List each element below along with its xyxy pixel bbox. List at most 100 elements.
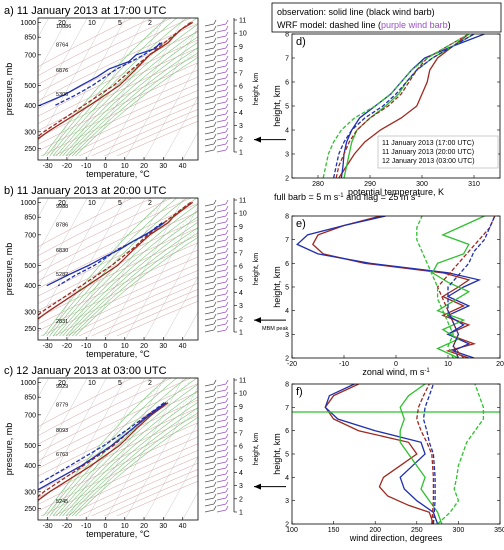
dry-adiabat [66,456,198,517]
dewpoint-model-line [57,222,163,287]
dry-adiabat [38,407,198,484]
profile-ytick-label: 4 [285,475,289,482]
dry-adiabat [53,90,198,157]
wind-barb-model [216,101,227,105]
skewt-title-text: 11 January 2013 at 17:00 UTC [17,5,167,17]
height-tick-label: 11 [239,18,246,25]
moist-adiabat [55,23,198,157]
profile-ylabel: height, km [272,266,282,308]
profile-panel-d: 2 3 4 5 6 7 8 280 290 300 310 d) height, km potential… [254,32,501,197]
wind-barb-model [216,215,227,219]
mixing-ratio-label: 10 [88,200,96,207]
wind-barb-model [216,149,227,153]
skewt-xlabel-text: temperature, [86,349,140,359]
pressure-tick-label: 300 [24,489,36,496]
wind-barb-model [225,319,229,325]
pressure-tick-label: 850 [24,35,36,42]
wind-barb-observed [204,323,215,327]
wind-barb-observed [204,41,215,45]
wind-barb-observed [204,263,215,267]
profile-ytick-label: 3 [285,332,289,339]
barb-note-text: full barb = 5 m s [274,192,339,202]
wind-barb-model [225,301,229,307]
wind-barb-observed [213,433,217,439]
wind-barb-model [225,55,229,61]
height-axis-label: height, km [253,253,260,285]
isotherm [38,18,69,73]
wind-barb-observed [213,385,217,391]
profile-xlabel-text: wind direction, degrees [349,533,443,543]
temperature-tick-label: 0 [104,343,108,350]
moist-adiabat [52,18,197,157]
wind-barb-model [216,89,227,93]
skewt-letter: a) [4,5,14,17]
profile-xtick-label: 250 [411,527,423,534]
wind-barb-observed [213,463,217,469]
wind-barb-observed [213,409,217,415]
temperature-tick-label: 0 [104,163,108,170]
height-tick-label: 4 [239,470,243,477]
dry-adiabat [91,109,198,157]
header-line1: observation: solid line (black wind barb… [277,7,435,17]
profile-xtick-label: -10 [339,361,349,368]
wind-barb-observed [213,487,217,493]
wind-barb-observed [213,97,217,103]
wind-barb-observed [204,437,215,441]
wind-barb-observed [204,455,215,459]
pressure-tick-label: 400 [24,103,36,110]
dry-adiabat [38,198,133,247]
mixing-ratio-label: 20 [58,380,66,387]
profile-xtick-label: 310 [468,181,480,188]
wind-barb-model [225,229,229,235]
height-tick-label: 3 [239,303,243,310]
profile-xtick-label: 290 [364,181,376,188]
moist-adiabat [55,203,198,337]
height-tick-label: 5 [239,457,243,464]
dry-adiabat [38,429,198,505]
wind-barb-model [225,469,229,475]
pressure-tick-label: 250 [24,326,36,333]
skewt-xlabel-unit: °C [140,169,151,179]
height-annotation: 6763 [56,452,68,458]
wind-barb-observed [204,125,215,129]
height-annotation: 6876 [56,68,68,74]
wind-barb-model [216,443,227,447]
temperature-observed-line [38,201,194,320]
wind-barb-model [216,329,227,333]
isotherm [182,491,198,520]
pressure-tick-label: 500 [24,83,36,90]
skewt-xlabel-unit: °C [140,349,151,359]
height-annotation: 10086 [56,24,71,30]
dry-adiabat [40,443,198,517]
wind-barb-observed [204,413,215,417]
dry-adiabat [53,270,198,337]
wind-barb-model [225,271,229,277]
mixing-ratio-label: 10 [88,20,96,27]
wind-barb-model [216,209,227,213]
profile-series-line [332,34,475,178]
wind-barb-observed [204,137,215,141]
wind-barb-model [216,137,227,141]
height-tick-label: 8 [239,237,243,244]
dry-adiabat [38,378,192,453]
wind-barb-model [225,439,229,445]
dry-adiabat [38,198,153,256]
wind-barb-model [225,103,229,109]
height-tick-label: 3 [239,123,243,130]
isotherm [38,198,88,288]
wind-barb-model [216,455,227,459]
dry-adiabat [38,76,198,152]
wind-barb-observed [213,223,217,229]
profile-series-line [436,216,496,358]
dewpoint-observed-line [38,42,161,107]
wind-barb-observed [204,107,215,111]
barb-note-tail: and flag = 25 m s [344,192,416,202]
wind-barb-observed [213,451,217,457]
wind-barb-model [216,491,227,495]
barb-note: full barb = 5 m s-1 and flag = 25 m s-1 [274,192,421,202]
wind-barb-observed [204,101,215,105]
wind-barb-model [216,233,227,237]
mixing-ratio-label: 5 [118,200,122,207]
profile-letter: d) [296,36,306,48]
